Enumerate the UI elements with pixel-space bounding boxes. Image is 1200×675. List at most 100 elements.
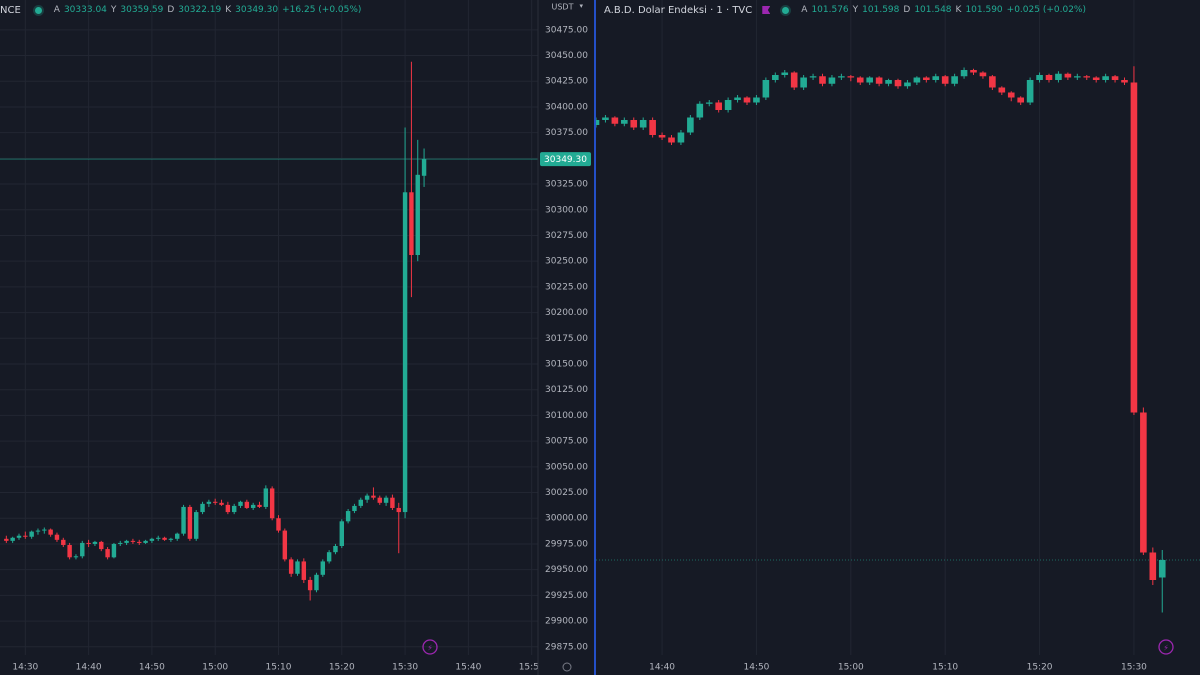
candle-body <box>781 72 789 75</box>
y-tick-label: 30250.00 <box>545 257 588 267</box>
alert-icon[interactable] <box>422 639 438 655</box>
candle-body <box>193 512 199 539</box>
candle-body <box>276 518 281 531</box>
y-tick-label: 29900.00 <box>545 617 588 627</box>
candle-body <box>149 538 155 541</box>
candle-body <box>1111 76 1119 80</box>
candle-body <box>415 174 420 256</box>
status-dot <box>782 6 790 14</box>
y-tick-label: 30050.00 <box>545 462 588 472</box>
candle-body <box>894 80 902 87</box>
candle-body <box>1092 77 1100 80</box>
symbol: A.B.D. Dolar Endeksi · 1 · TVC <box>604 4 753 16</box>
candle-body <box>86 542 91 544</box>
ohlc-key: D <box>903 5 911 15</box>
candle-body <box>219 502 224 505</box>
y-tick-label: 29950.00 <box>545 565 588 575</box>
candle-body <box>630 120 638 128</box>
candle-body <box>1045 75 1053 80</box>
y-tick-label: 30300.00 <box>545 205 588 215</box>
candle-body <box>244 501 250 508</box>
candle-body <box>105 549 110 558</box>
candle-body <box>951 76 958 84</box>
candle-body <box>61 539 66 545</box>
y-tick-label: 30425.00 <box>545 77 588 87</box>
candle-body <box>111 543 117 558</box>
candle-body <box>371 495 376 498</box>
candle-body <box>970 70 977 73</box>
ohlc-key: Y <box>852 5 859 15</box>
candle-body <box>143 540 148 543</box>
candle-body <box>16 535 22 538</box>
candle-body <box>421 159 427 176</box>
candle-body <box>1083 76 1091 78</box>
candle-body <box>326 552 332 562</box>
status-dot <box>34 6 42 14</box>
candle-body <box>809 76 817 78</box>
pane: 14:30 14:40 14:50 15:00 15:10 15:20 15:30 15:40… <box>0 0 595 675</box>
alert-icon[interactable] <box>1158 639 1174 655</box>
candle-body <box>1064 73 1072 78</box>
ohlc-key: A <box>53 5 60 15</box>
candle-body <box>250 504 256 508</box>
x-tick-label: 15:30 <box>392 663 418 673</box>
ohlc-value: 101.548 <box>914 5 952 15</box>
candle-body <box>639 120 647 128</box>
ohlc-key: D <box>167 5 175 15</box>
ohlc-value: 101.576 <box>811 5 849 15</box>
candle-body <box>345 511 351 522</box>
candle-body <box>790 72 798 88</box>
candle-body <box>875 77 883 84</box>
y-tick-label: 30150.00 <box>545 360 588 370</box>
candle-body <box>1102 76 1109 80</box>
pane: 14:40 14:50 15:00 15:10 15:20 15:30 <box>596 0 1200 673</box>
candle-body <box>352 505 357 512</box>
candle-body <box>677 132 685 143</box>
candle-body <box>206 501 212 504</box>
y-tick-label: 29975.00 <box>545 539 588 549</box>
candle-body <box>649 120 656 135</box>
x-tick-label: 14:40 <box>649 663 675 673</box>
left-header: NCE A 30333.04 Y 30359.59 D 30322.19 K 30349.30 +… <box>0 2 361 18</box>
candle-body <box>621 120 628 124</box>
candle-body <box>99 541 104 550</box>
y-tick-label: 30100.00 <box>545 411 588 421</box>
candle-body <box>743 97 751 103</box>
x-tick-label: 15:10 <box>266 663 292 673</box>
y-tick-label: 30075.00 <box>545 437 588 447</box>
y-tick-label: 30200.00 <box>545 308 588 318</box>
y-tick-label: 30000.00 <box>545 514 588 524</box>
y-tick-label: 30025.00 <box>545 488 588 498</box>
candle-body <box>724 100 732 110</box>
candle-body <box>73 556 79 558</box>
candle-body <box>231 505 237 513</box>
candle-body <box>187 506 193 539</box>
candle-body <box>333 546 338 553</box>
plot-area <box>0 0 538 655</box>
candle-body <box>904 82 911 87</box>
ohlc-key: K <box>955 5 962 15</box>
alert-icon-glyph: ⚡ <box>1163 644 1169 653</box>
candle-body <box>1074 76 1081 78</box>
settings-icon[interactable] <box>562 662 572 672</box>
candle-body <box>1026 80 1034 103</box>
plot-area <box>596 0 1200 655</box>
candle-body <box>932 76 940 80</box>
x-tick-label: 14:30 <box>12 663 38 673</box>
candle-body <box>402 192 408 513</box>
candle-body <box>396 507 401 513</box>
candle-body <box>4 538 9 541</box>
candle-body <box>847 76 855 78</box>
candle-body <box>687 117 694 133</box>
candle-body <box>998 87 1006 93</box>
flag-icon <box>762 6 771 14</box>
candle-body <box>238 501 243 506</box>
candle-body <box>301 561 307 580</box>
candle-body <box>390 497 395 508</box>
candle-body <box>257 504 262 507</box>
y-tick-label: 30125.00 <box>545 385 588 395</box>
candle-body <box>668 137 675 143</box>
candle-body <box>596 120 600 125</box>
y-tick-label: 30325.00 <box>545 180 588 190</box>
